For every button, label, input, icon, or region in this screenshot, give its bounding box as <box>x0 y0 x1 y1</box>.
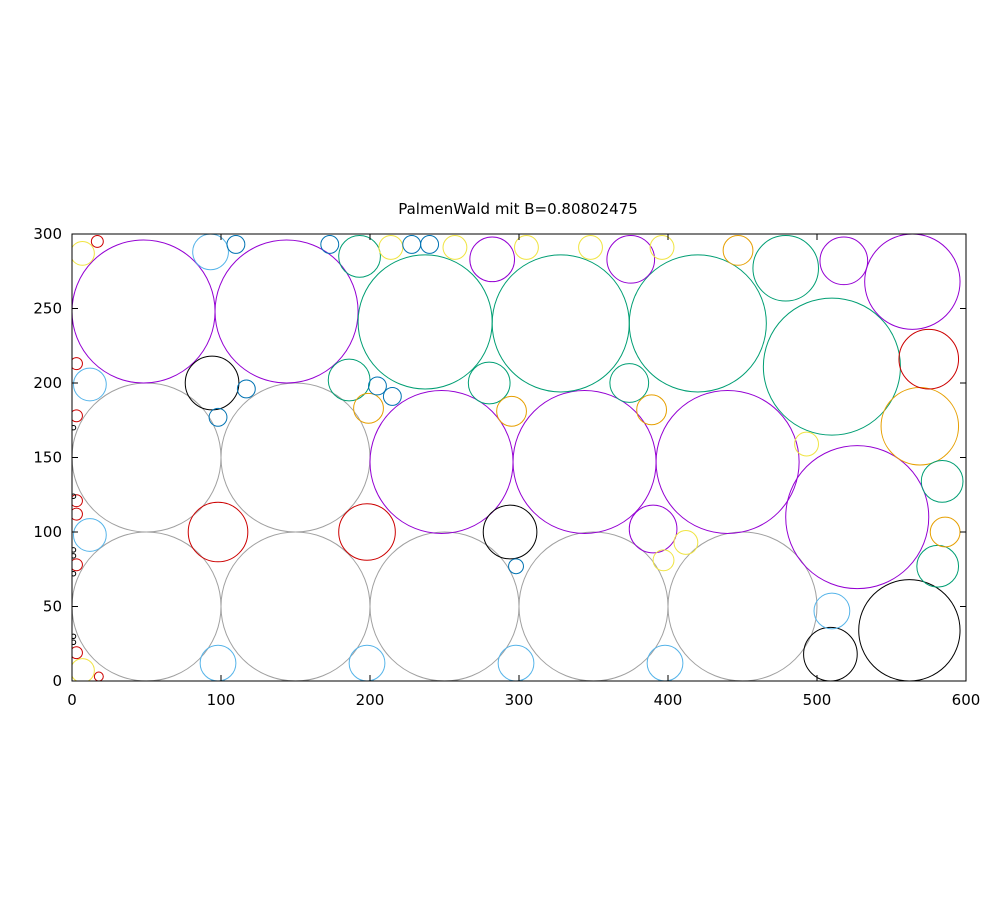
circle-point <box>628 254 767 393</box>
circle-point <box>72 518 107 552</box>
x-tick-label: 500 <box>803 691 832 709</box>
circle-point <box>496 395 527 427</box>
circle-point <box>72 646 83 660</box>
circle-point <box>636 394 668 426</box>
circle-point <box>320 234 340 254</box>
y-tick-label: 100 <box>33 523 62 541</box>
circle-point <box>920 459 964 503</box>
x-tick-label: 200 <box>356 691 385 709</box>
circle-point <box>628 504 678 554</box>
circle-point <box>192 234 229 271</box>
circle-point <box>864 234 961 330</box>
circle-point <box>208 407 228 427</box>
circle-point <box>338 503 396 561</box>
circle-point <box>813 592 851 630</box>
circle-point <box>338 234 381 278</box>
circle-point <box>649 234 675 260</box>
circle-point <box>794 431 819 457</box>
circle-point <box>420 234 440 254</box>
circle-point <box>226 234 246 254</box>
circle-point <box>762 297 901 436</box>
circle-point <box>652 549 675 572</box>
circle-point <box>72 633 77 640</box>
circle-point <box>72 357 83 371</box>
y-tick-label: 300 <box>33 225 62 243</box>
circle-point <box>187 501 249 563</box>
circle-point <box>72 494 83 508</box>
circle-point <box>72 493 77 499</box>
circle-point <box>327 358 371 402</box>
circle-point <box>368 376 387 396</box>
x-tick-label: 100 <box>207 691 236 709</box>
circle-point <box>655 389 800 534</box>
circle-point <box>752 234 819 302</box>
circle-point <box>72 658 95 681</box>
circle-point <box>72 570 77 577</box>
axes-layer: 0 100 200 300 400 500 600 0 50 100 150 200 250 300 <box>33 225 980 709</box>
y-tick-label: 250 <box>33 300 62 318</box>
y-tick-label: 150 <box>33 449 62 467</box>
y-tick-label: 50 <box>43 598 62 616</box>
circle-point <box>819 236 869 286</box>
circle-point <box>578 234 603 260</box>
circle-point <box>858 579 961 681</box>
circle-point <box>214 239 359 384</box>
circle-point <box>72 367 107 402</box>
circle-point <box>514 234 539 260</box>
circle-point <box>442 234 468 260</box>
x-tick-label: 600 <box>952 691 981 709</box>
y-tick-label: 0 <box>52 672 62 690</box>
circle-point <box>72 409 83 423</box>
circle-point <box>609 363 650 403</box>
circle-point <box>72 558 83 572</box>
circle-point <box>673 530 699 555</box>
circle-point <box>382 386 402 406</box>
circle-point <box>93 671 104 681</box>
circle-point <box>469 236 516 283</box>
circle-point <box>467 361 511 405</box>
circle-point <box>785 445 930 590</box>
x-tick-label: 300 <box>505 691 534 709</box>
circle-point <box>353 392 384 424</box>
circle-point <box>72 553 77 559</box>
circle-point <box>606 234 656 284</box>
circle-point <box>72 507 83 521</box>
circle-point <box>184 355 240 411</box>
circle-point <box>722 234 754 266</box>
circle-point <box>72 639 77 645</box>
circle-point <box>72 547 77 553</box>
circle-point <box>508 558 524 575</box>
circle-point <box>236 379 256 399</box>
x-tick-label: 400 <box>654 691 683 709</box>
chart-title: PalmenWald mit B=0.80802475 <box>398 200 638 218</box>
circle-point <box>90 234 104 248</box>
circle-point <box>72 424 77 431</box>
circle-point <box>72 240 95 266</box>
circle-point <box>482 504 538 560</box>
x-tick-label: 0 <box>67 691 77 709</box>
circle-point <box>898 328 960 390</box>
y-tick-label: 200 <box>33 374 62 392</box>
